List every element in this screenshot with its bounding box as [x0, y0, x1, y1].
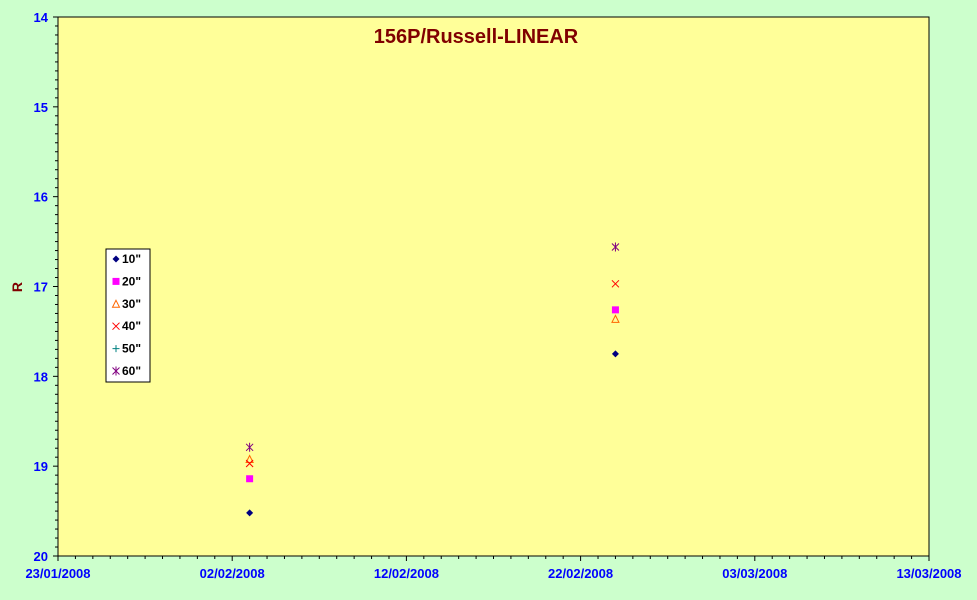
x-tick-label: 23/01/2008 [25, 566, 90, 581]
y-tick-label: 15 [34, 100, 48, 115]
legend-marker [112, 366, 120, 376]
plot-area [57, 16, 930, 557]
series-4 [245, 279, 620, 468]
data-point [245, 442, 254, 452]
legend-entry-label: 10" [122, 252, 141, 266]
legend-marker [112, 255, 120, 263]
y-tick-label: 17 [34, 280, 48, 295]
x-axis: 23/01/2008 02/02/2008 12/02/2008 22/02/2008… [25, 556, 962, 581]
series-3 [245, 314, 620, 463]
data-point [611, 314, 620, 323]
legend-marker [112, 322, 120, 331]
y-tick-label: 14 [34, 10, 49, 25]
data-point [611, 279, 620, 288]
x-tick-label: 12/02/2008 [374, 566, 439, 581]
x-tick-label: 03/03/2008 [722, 566, 787, 581]
data-point [245, 459, 254, 468]
y-axis: 14 15 16 17 18 19 20 [34, 10, 58, 564]
x-tick-label: 22/02/2008 [548, 566, 613, 581]
data-point [611, 350, 619, 358]
data-point [611, 242, 620, 252]
legend: 10" 20" 30" 40" 50" 60" [105, 248, 151, 383]
legend-entry-label: 20" [122, 274, 141, 288]
data-point [246, 475, 254, 483]
data-point [246, 509, 254, 517]
legend-entry-label: 50" [122, 342, 141, 356]
chart-title: 156P/Russell-LINEAR [374, 26, 579, 48]
legend-entry-label: 30" [122, 297, 141, 311]
series-6 [245, 242, 620, 452]
y-tick-label: 16 [34, 190, 48, 205]
legend-box [105, 248, 151, 383]
series-2 [246, 306, 619, 483]
data-point [245, 454, 254, 463]
y-tick-label: 19 [34, 459, 48, 474]
legend-marker [111, 299, 121, 308]
y-tick-label: 20 [34, 549, 48, 564]
legend-entry-label: 40" [122, 319, 141, 333]
x-tick-label: 13/03/2008 [896, 566, 961, 581]
data-marks [245, 242, 620, 517]
legend-entry-label: 60" [122, 364, 141, 378]
legend-marker [112, 277, 120, 285]
data-point [611, 306, 619, 314]
y-tick-label: 18 [34, 369, 48, 384]
legend-marker [112, 345, 120, 353]
x-tick-label: 02/02/2008 [200, 566, 265, 581]
series-1 [246, 350, 619, 517]
y-axis-label: R [9, 282, 25, 292]
